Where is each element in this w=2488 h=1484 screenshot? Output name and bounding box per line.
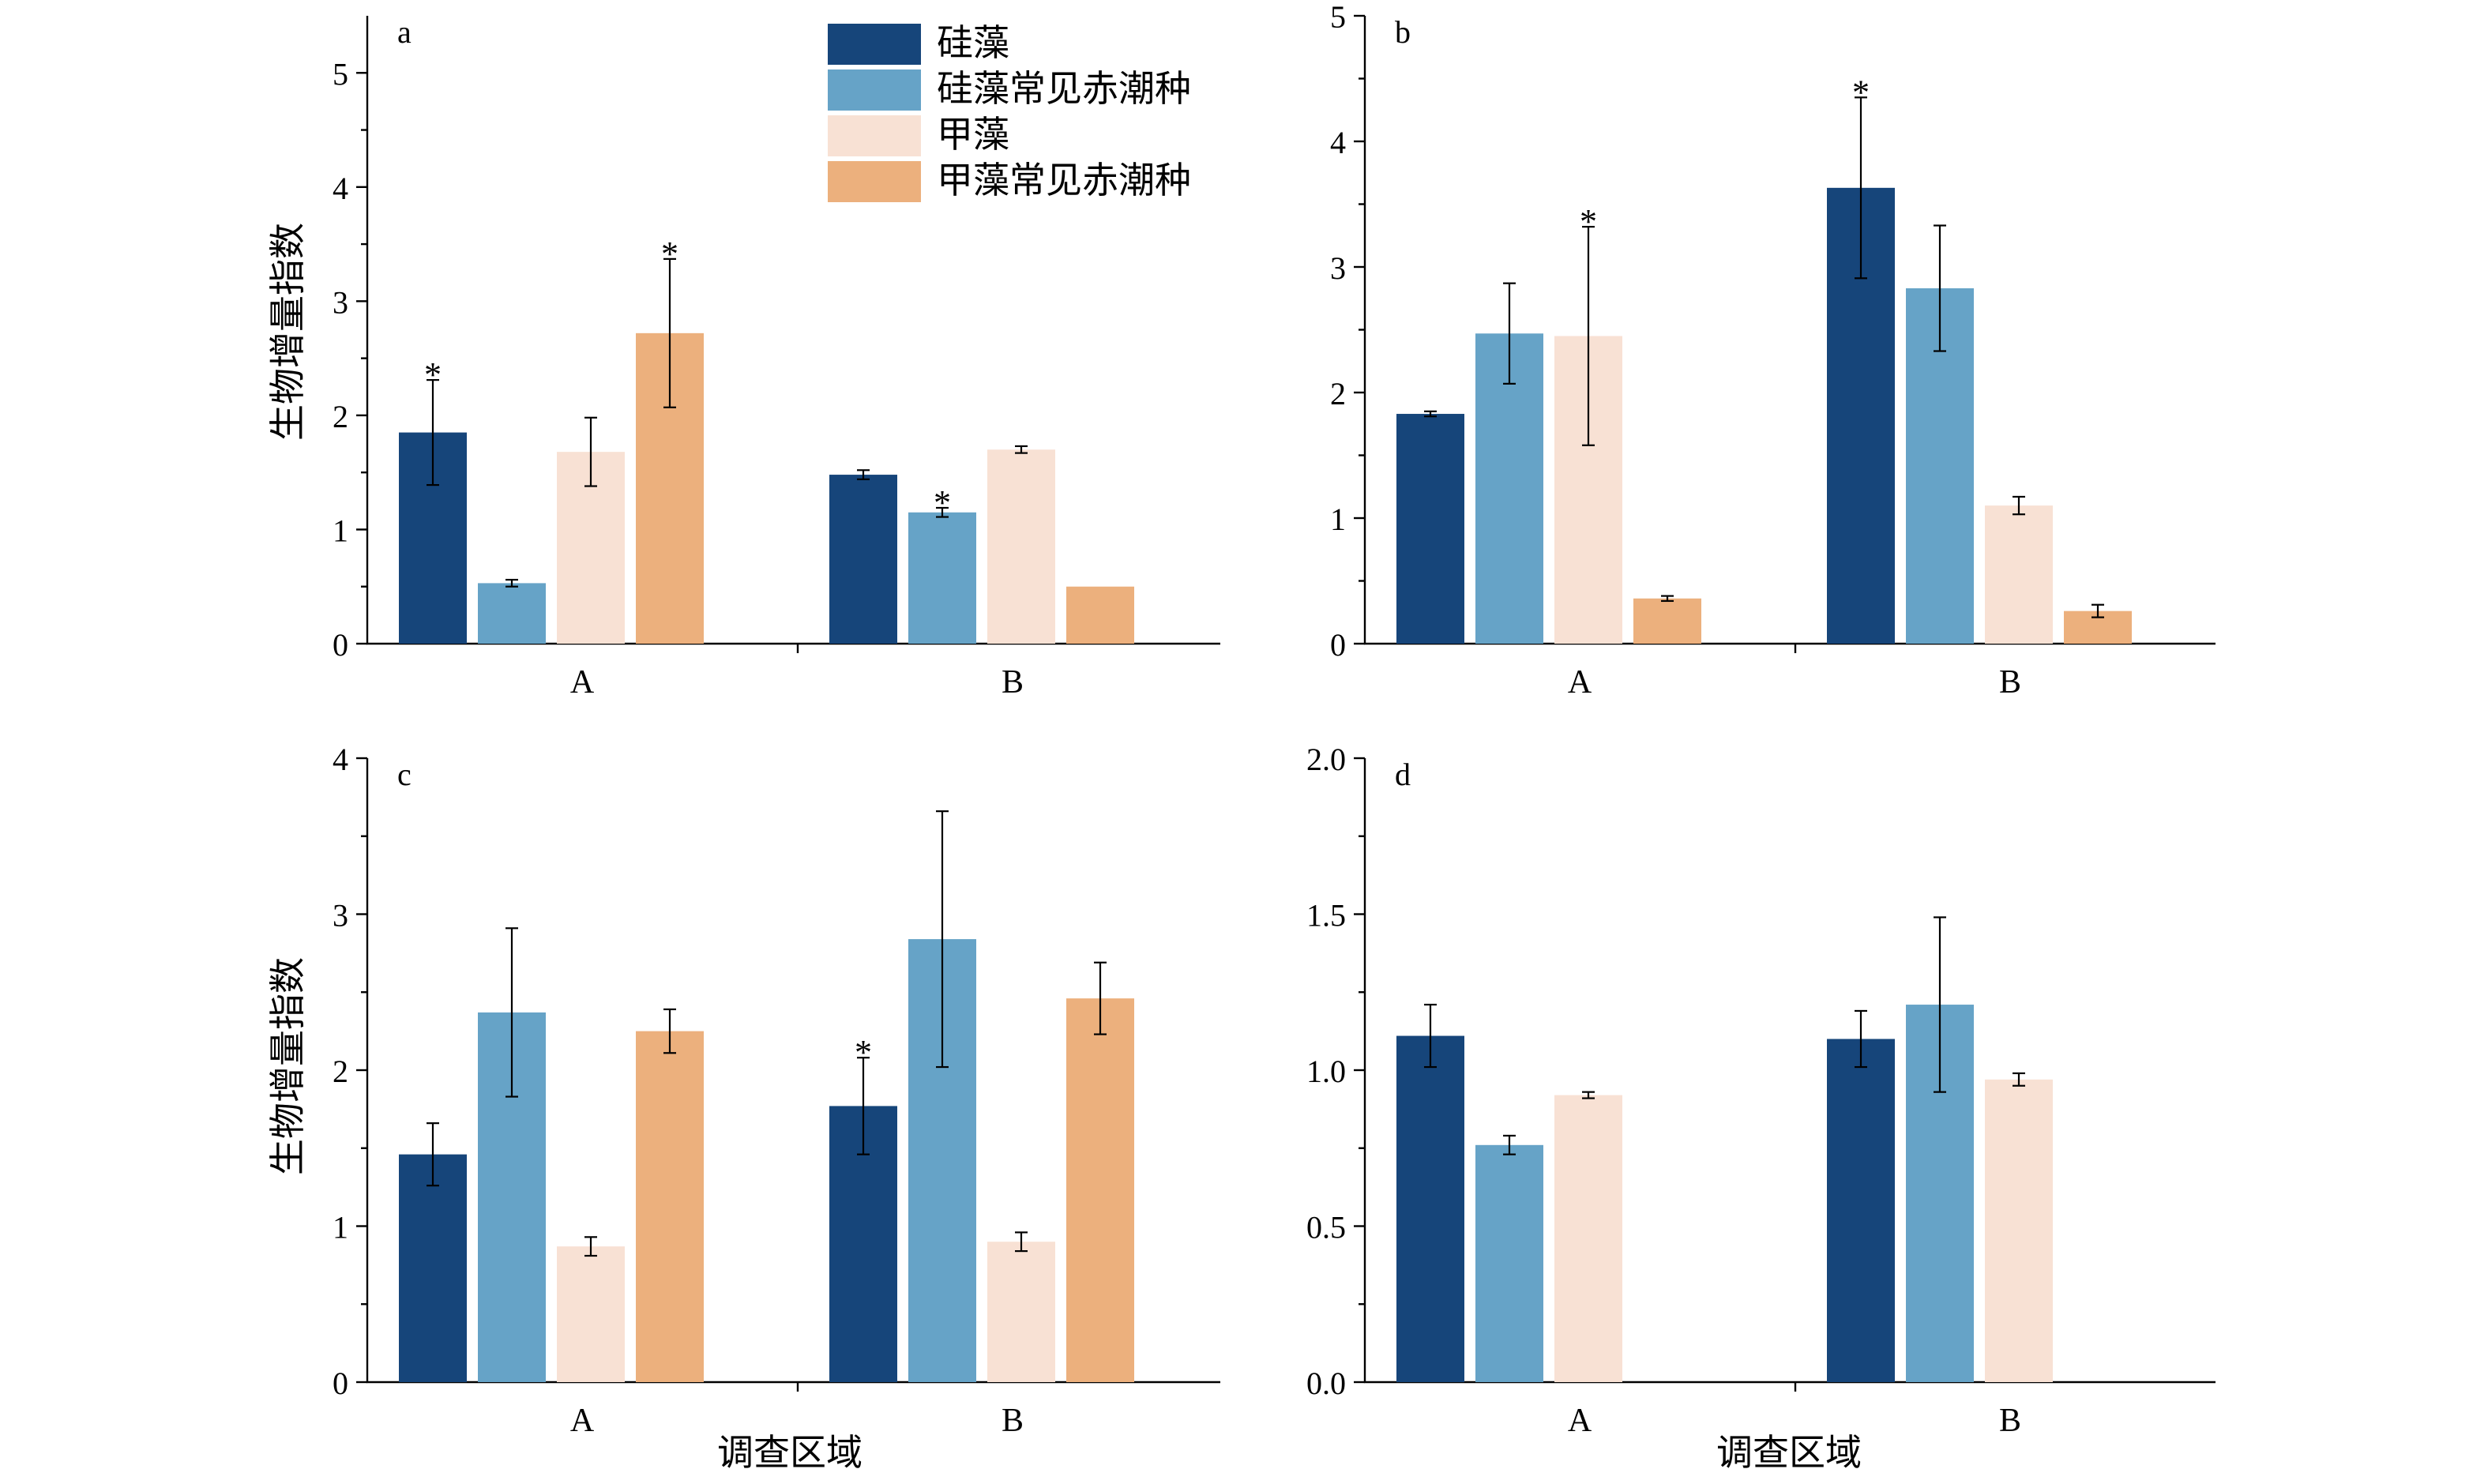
x-tick-label: B: [1999, 1403, 2021, 1439]
legend-swatch: [828, 115, 921, 156]
legend-label: 甲藻: [937, 115, 1009, 155]
significance-star: *: [661, 235, 678, 273]
x-tick-label: A: [1568, 664, 1592, 701]
legend-item: 硅藻常见赤潮种: [828, 69, 1191, 111]
x-tick-label: B: [1002, 664, 1024, 701]
bar: [908, 512, 976, 644]
chart-panel-a: 0 1 2 3 4 5 a A B * * *: [333, 14, 1220, 701]
y-tick-label: 1: [333, 1210, 348, 1245]
panel-label: d: [1395, 757, 1411, 792]
bar: [478, 583, 546, 644]
significance-star: *: [424, 355, 442, 394]
y-tick-label: 1.5: [1306, 898, 1346, 934]
panel-label: a: [397, 14, 412, 50]
y-tick-label: 2: [333, 1054, 348, 1089]
legend-swatch: [828, 24, 921, 65]
x-axis-title-right: 调查区域: [1716, 1433, 1862, 1473]
y-tick-label: 4: [333, 742, 348, 777]
legend-label: 硅藻: [937, 23, 1009, 63]
y-tick-label: 1: [333, 513, 348, 548]
y-tick-label: 3: [333, 284, 348, 320]
bar: [557, 1246, 625, 1382]
bar: [829, 475, 897, 644]
y-tick-label: 3: [1330, 250, 1346, 286]
bar: [1396, 414, 1464, 644]
significance-star: *: [1852, 73, 1870, 111]
chart-panel-c: 0 1 2 3 4 c A B *: [333, 742, 1220, 1439]
panel-label: c: [397, 757, 412, 792]
bar: [399, 1154, 467, 1382]
y-tick-label: 2.0: [1306, 742, 1346, 777]
x-tick-label: A: [1568, 1403, 1592, 1439]
y-tick-label: 0: [333, 627, 348, 663]
y-tick-label: 0.0: [1306, 1366, 1346, 1401]
legend-item: 甲藻常见赤潮种: [828, 160, 1191, 202]
y-tick-label: 2: [1330, 376, 1346, 411]
y-axis-title-top: 生物增量指数: [268, 223, 308, 441]
legend-swatch: [828, 70, 921, 111]
x-tick-label: A: [570, 664, 595, 701]
legend-label: 硅藻常见赤潮种: [937, 69, 1191, 109]
y-tick-label: 4: [333, 171, 348, 206]
y-tick-label: 3: [333, 898, 348, 934]
bar: [1066, 998, 1134, 1382]
y-tick-label: 0: [1330, 627, 1346, 663]
y-tick-label: 5: [1330, 0, 1346, 35]
bar: [1475, 1144, 1543, 1382]
bar: [1554, 1095, 1622, 1382]
x-tick-label: B: [1999, 664, 2021, 701]
bar: [1066, 586, 1134, 644]
x-tick-label: B: [1002, 1403, 1024, 1439]
y-tick-label: 5: [333, 56, 348, 92]
x-tick-label: A: [570, 1403, 595, 1439]
y-axis-title-bottom: 生物增量指数: [268, 957, 308, 1175]
legend-label: 甲藻常见赤潮种: [937, 160, 1191, 201]
chart-panel-b: 0 1 2 3 4 5 b A B * *: [1330, 0, 2216, 701]
bar: [1985, 505, 2053, 644]
y-tick-label: 0: [333, 1366, 348, 1401]
y-tick-label: 1.0: [1306, 1054, 1346, 1089]
significance-star: *: [934, 483, 951, 522]
bar: [1633, 598, 1701, 644]
legend-swatch: [828, 161, 921, 202]
x-axis-title-left: 调查区域: [717, 1433, 863, 1473]
chart-panel-d: 0.0 0.5 1.0 1.5 2.0 d A B: [1306, 742, 2216, 1439]
bar: [987, 449, 1055, 644]
bar: [987, 1242, 1055, 1382]
bar: [1396, 1035, 1464, 1382]
significance-star: *: [1580, 202, 1597, 241]
bar: [1985, 1079, 2053, 1382]
bar: [636, 1031, 704, 1382]
y-tick-label: 2: [333, 399, 348, 434]
bar: [1475, 333, 1543, 644]
significance-star: *: [855, 1033, 872, 1072]
axis-frame: [366, 16, 1220, 645]
chart-panels: 0 1 2 3 4 5 a A B * * * 0 1 2 3 4 5 b A B * * 0 1 2 3 4 c A B * 0.0 0.5 1.…: [333, 0, 2216, 1439]
legend-item: 甲藻: [828, 115, 1009, 156]
panel-label: b: [1395, 14, 1411, 50]
y-tick-label: 0.5: [1306, 1210, 1346, 1245]
bar: [1827, 1039, 1895, 1382]
y-tick-label: 1: [1330, 502, 1346, 537]
y-tick-label: 4: [1330, 125, 1346, 160]
legend-item: 硅藻: [828, 23, 1009, 65]
